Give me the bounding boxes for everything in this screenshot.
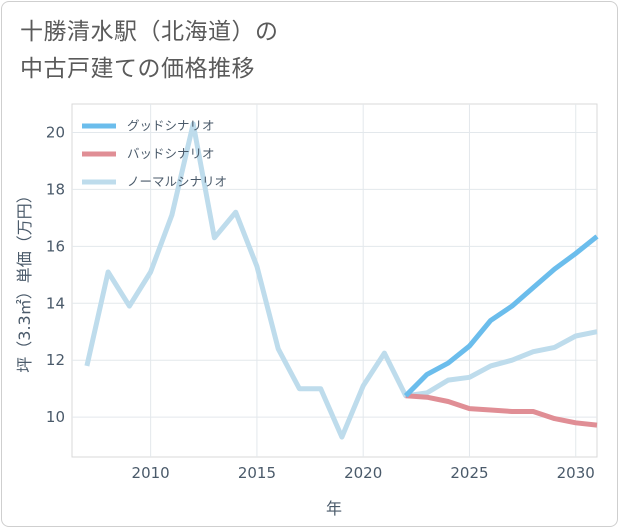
y-tick-label: 10 [46, 408, 65, 426]
x-tick-label: 2025 [450, 464, 488, 482]
y-tick-label: 12 [46, 351, 65, 369]
y-tick-label: 14 [46, 294, 65, 312]
x-tick-label: 2030 [557, 464, 595, 482]
x-axis-label: 年 [326, 499, 342, 518]
legend-label-2: ノーマルシナリオ [127, 174, 227, 189]
x-tick-label: 2010 [132, 464, 170, 482]
y-tick-label: 20 [46, 123, 65, 141]
x-tick-label: 2020 [344, 464, 382, 482]
y-tick-label: 18 [46, 180, 65, 198]
chart-title: 十勝清水駅（北海道）の 中古戸建ての価格推移 [20, 19, 279, 82]
x-tick-label: 2015 [238, 464, 276, 482]
series-line-2 [84, 121, 598, 440]
tick-labels: 2010 2015 2020 2025 2030 10 12 14 16 18 20 [46, 123, 595, 482]
series-line-0 [403, 234, 599, 398]
legend-label-1: バッドシナリオ [127, 146, 215, 161]
series-lines [84, 121, 599, 440]
series-line-1 [405, 393, 598, 428]
y-axis-label: 坪（3.3㎡）単価（万円） [15, 187, 34, 372]
plot-area [71, 103, 598, 458]
legend-label-0: グッドシナリオ [127, 118, 215, 133]
y-tick-label: 16 [46, 237, 65, 255]
